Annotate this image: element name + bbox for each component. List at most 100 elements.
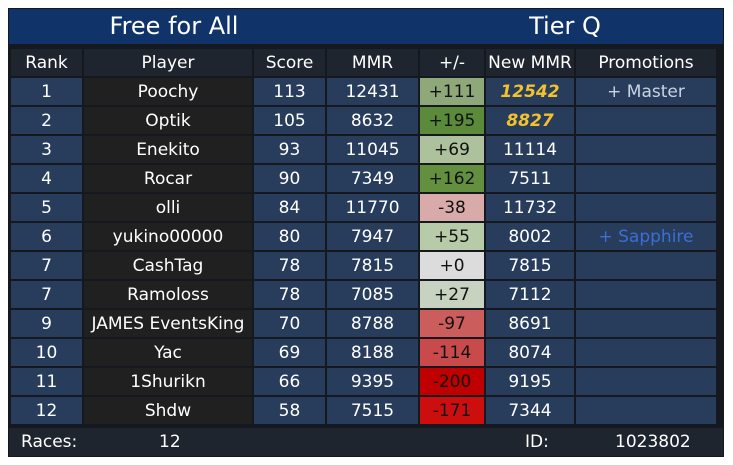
results-board: Free for All Tier Q Rank Player Score MM…: [8, 8, 724, 457]
rank-cell: 3: [11, 136, 82, 163]
delta-cell: +69: [420, 136, 484, 163]
score-cell: 70: [254, 310, 325, 337]
mmr-cell: 8632: [327, 107, 418, 134]
delta-cell: -114: [420, 339, 484, 366]
new-mmr-cell: 7112: [486, 281, 574, 308]
new-mmr-cell: 9195: [486, 368, 574, 395]
player-name: olli: [84, 194, 252, 221]
delta-cell: +55: [420, 223, 484, 250]
score-header: Score: [254, 49, 325, 76]
table-row: 5 olli 84 11770 -38 11732: [11, 194, 716, 221]
promotion-cell: [576, 194, 716, 221]
score-cell: 90: [254, 165, 325, 192]
mmr-cell: 9395: [327, 368, 418, 395]
mmr-cell: 11045: [327, 136, 418, 163]
player-name: Yac: [84, 339, 252, 366]
delta-cell: +111: [420, 78, 484, 105]
table-row: 6 yukino00000 80 7947 +55 8002 + Sapphire: [11, 223, 716, 250]
promotion-cell: [576, 397, 716, 424]
new-mmr-cell: 8691: [486, 310, 574, 337]
table-row: 3 Enekito 93 11045 +69 11114: [11, 136, 716, 163]
footer-bar: Races: 12 ID: 1023802: [9, 428, 723, 456]
table-row: 2 Optik 105 8632 +195 8827: [11, 107, 716, 134]
rank-cell: 10: [11, 339, 82, 366]
new-mmr-cell: 11114: [486, 136, 574, 163]
score-cell: 69: [254, 339, 325, 366]
player-name: Rocar: [84, 165, 252, 192]
score-cell: 80: [254, 223, 325, 250]
table-row: 9 JAMES EventsKing 70 8788 -97 8691: [11, 310, 716, 337]
promotion-cell: [576, 310, 716, 337]
new-mmr-cell: 7815: [486, 252, 574, 279]
rank-cell: 2: [11, 107, 82, 134]
promotion-cell: + Master: [576, 78, 716, 105]
player-name: Shdw: [84, 397, 252, 424]
new-mmr-cell: 12542: [486, 78, 574, 105]
delta-cell: -171: [420, 397, 484, 424]
delta-header: +/-: [420, 49, 484, 76]
score-cell: 78: [254, 281, 325, 308]
table-row: 10 Yac 69 8188 -114 8074: [11, 339, 716, 366]
score-cell: 113: [254, 78, 325, 105]
header-row: Rank Player Score MMR +/- New MMR Promot…: [11, 49, 716, 76]
mmr-cell: 7515: [327, 397, 418, 424]
player-name: Enekito: [84, 136, 252, 163]
table-row: 4 Rocar 90 7349 +162 7511: [11, 165, 716, 192]
mmr-cell: 12431: [327, 78, 418, 105]
promotion-cell: [576, 339, 716, 366]
player-name: CashTag: [84, 252, 252, 279]
player-name: 1Shurikn: [84, 368, 252, 395]
table-row: 12 Shdw 58 7515 -171 7344: [11, 397, 716, 424]
table-row: 7 CashTag 78 7815 +0 7815: [11, 252, 716, 279]
score-cell: 58: [254, 397, 325, 424]
mmr-cell: 11770: [327, 194, 418, 221]
races-count: 12: [159, 432, 181, 452]
promotion-cell: [576, 281, 716, 308]
rank-cell: 12: [11, 397, 82, 424]
promotion-cell: [576, 107, 716, 134]
score-cell: 84: [254, 194, 325, 221]
event-id: 1023802: [615, 432, 691, 452]
new-mmr-cell: 8002: [486, 223, 574, 250]
new-mmr-cell: 11732: [486, 194, 574, 221]
new-mmr-header: New MMR: [486, 49, 574, 76]
results-table: Rank Player Score MMR +/- New MMR Promot…: [9, 47, 718, 426]
game-mode-title: Free for All: [109, 12, 239, 40]
mmr-cell: 8788: [327, 310, 418, 337]
id-label: ID:: [525, 432, 549, 452]
score-cell: 66: [254, 368, 325, 395]
rank-cell: 7: [11, 252, 82, 279]
rank-cell: 9: [11, 310, 82, 337]
promotion-cell: [576, 165, 716, 192]
new-mmr-cell: 8827: [486, 107, 574, 134]
mmr-header: MMR: [327, 49, 418, 76]
mmr-cell: 7085: [327, 281, 418, 308]
score-cell: 105: [254, 107, 325, 134]
delta-cell: +162: [420, 165, 484, 192]
rank-cell: 4: [11, 165, 82, 192]
score-cell: 78: [254, 252, 325, 279]
table-row: 1 Poochy 113 12431 +111 12542 + Master: [11, 78, 716, 105]
title-bar: Free for All Tier Q: [9, 9, 723, 44]
mmr-cell: 7349: [327, 165, 418, 192]
table-row: 7 Ramoloss 78 7085 +27 7112: [11, 281, 716, 308]
promotions-header: Promotions: [576, 49, 716, 76]
delta-cell: +195: [420, 107, 484, 134]
player-name: JAMES EventsKing: [84, 310, 252, 337]
promotion-cell: + Sapphire: [576, 223, 716, 250]
table-row: 11 1Shurikn 66 9395 -200 9195: [11, 368, 716, 395]
rank-cell: 6: [11, 223, 82, 250]
delta-cell: +0: [420, 252, 484, 279]
new-mmr-cell: 7511: [486, 165, 574, 192]
mmr-cell: 8188: [327, 339, 418, 366]
delta-cell: +27: [420, 281, 484, 308]
new-mmr-cell: 8074: [486, 339, 574, 366]
player-name: yukino00000: [84, 223, 252, 250]
player-name: Ramoloss: [84, 281, 252, 308]
promotion-cell: [576, 252, 716, 279]
delta-cell: -38: [420, 194, 484, 221]
races-label: Races:: [21, 432, 78, 452]
promotion-cell: [576, 368, 716, 395]
tier-title: Tier Q: [529, 12, 601, 40]
delta-cell: -97: [420, 310, 484, 337]
